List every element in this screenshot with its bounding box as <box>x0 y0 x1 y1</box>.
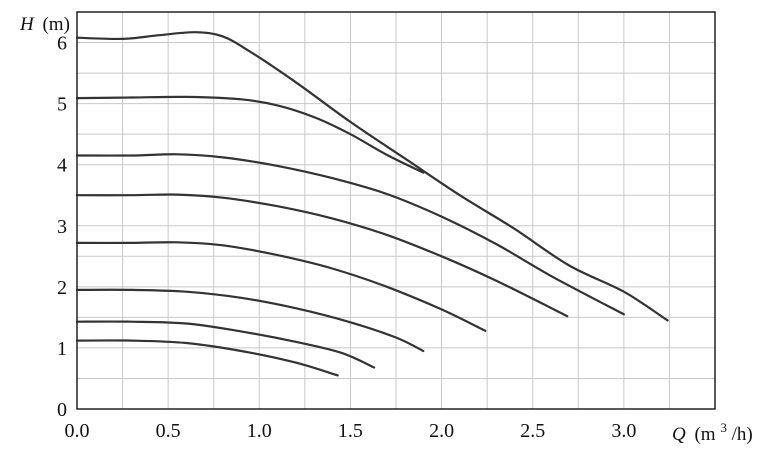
grid <box>77 12 715 409</box>
series-line-5 <box>75 193 569 318</box>
y-axis-symbol: H <box>19 14 35 35</box>
x-tick-label: 2.0 <box>429 420 454 442</box>
series-line-8 <box>75 31 669 322</box>
x-axis-unit-sup: 3 <box>720 420 727 435</box>
series-line-3 <box>75 288 425 353</box>
tick-labels: 0.0 0.5 1.0 1.5 2.0 2.5 3.0 0 1 2 3 4 5 6 <box>57 33 636 442</box>
x-tick-label: 0.5 <box>156 420 181 442</box>
y-tick-label: 0 <box>57 399 67 421</box>
y-tick-label: 6 <box>57 33 67 55</box>
y-tick-label: 4 <box>57 155 67 177</box>
x-axis-label: Q (m 3 /h) <box>672 416 753 445</box>
y-tick-label: 3 <box>57 216 67 238</box>
y-axis-label: H (m) <box>19 14 70 35</box>
x-axis-symbol: Q <box>672 424 686 445</box>
series-line-4 <box>75 241 487 332</box>
x-tick-label: 0.0 <box>65 420 90 442</box>
series-line-6 <box>75 153 625 316</box>
y-tick-label: 2 <box>57 277 67 299</box>
plot-frame <box>76 11 716 410</box>
y-axis-unit: (m) <box>42 14 69 35</box>
y-tick-label: 1 <box>57 338 67 360</box>
x-axis-unit-suffix: /h) <box>732 424 753 445</box>
x-tick-label: 1.5 <box>338 420 363 442</box>
series-line-1 <box>75 339 339 377</box>
series-line-7 <box>75 95 425 174</box>
x-tick-label: 2.5 <box>520 420 545 442</box>
x-axis-unit-prefix: (m <box>694 424 715 445</box>
x-tick-label: 1.0 <box>247 420 272 442</box>
x-tick-label: 3.0 <box>611 420 636 442</box>
series-line-2 <box>75 320 376 369</box>
series-lines <box>75 31 669 377</box>
y-tick-label: 5 <box>57 94 67 116</box>
